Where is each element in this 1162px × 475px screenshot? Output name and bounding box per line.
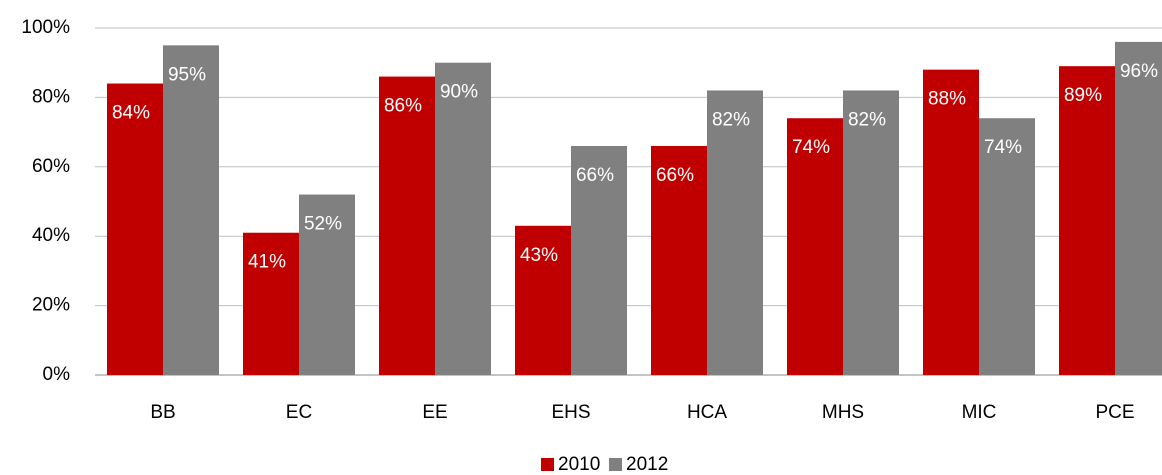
bar	[651, 145, 707, 375]
legend-swatch	[609, 458, 622, 471]
legend-label: 2012	[626, 454, 668, 475]
data-label: 86%	[384, 96, 422, 117]
bar	[299, 194, 355, 375]
x-tick-label: PCE	[1095, 402, 1134, 423]
bar	[379, 76, 435, 375]
bar	[1115, 41, 1162, 375]
bar	[163, 45, 219, 375]
data-label: 52%	[304, 214, 342, 235]
data-label: 43%	[520, 245, 558, 266]
y-tick-label: 60%	[32, 156, 70, 177]
x-tick-label: MIC	[962, 402, 997, 423]
data-label: 74%	[792, 137, 830, 158]
bar	[107, 83, 163, 376]
data-label: 89%	[1064, 85, 1102, 106]
bar	[435, 62, 491, 375]
bar	[843, 90, 899, 376]
bar	[787, 118, 843, 375]
x-tick-label: HCA	[687, 402, 727, 423]
bar	[571, 145, 627, 375]
bar	[923, 69, 979, 375]
bar	[515, 225, 571, 375]
data-label: 95%	[168, 64, 206, 85]
data-label: 74%	[984, 137, 1022, 158]
data-label: 90%	[440, 82, 478, 103]
bar	[1059, 66, 1115, 376]
data-label: 96%	[1120, 61, 1158, 82]
y-tick-label: 100%	[21, 17, 70, 38]
x-tick-label: BB	[150, 402, 175, 423]
data-label: 66%	[656, 165, 694, 186]
y-tick-label: 40%	[32, 225, 70, 246]
bar	[707, 90, 763, 376]
y-tick-label: 0%	[43, 364, 71, 385]
bar	[243, 232, 299, 375]
x-tick-label: EC	[286, 402, 312, 423]
x-tick-label: MHS	[822, 402, 864, 423]
data-label: 84%	[112, 103, 150, 124]
data-label: 82%	[712, 109, 750, 130]
data-label: 82%	[848, 109, 886, 130]
legend-swatch	[541, 458, 554, 471]
bar	[979, 118, 1035, 375]
x-tick-label: EE	[422, 402, 447, 423]
x-tick-label: EHS	[551, 402, 590, 423]
legend-label: 2010	[558, 454, 600, 475]
data-label: 41%	[248, 252, 286, 273]
data-label: 66%	[576, 165, 614, 186]
y-tick-label: 20%	[32, 295, 70, 316]
y-tick-label: 80%	[32, 86, 70, 107]
data-label: 88%	[928, 89, 966, 110]
